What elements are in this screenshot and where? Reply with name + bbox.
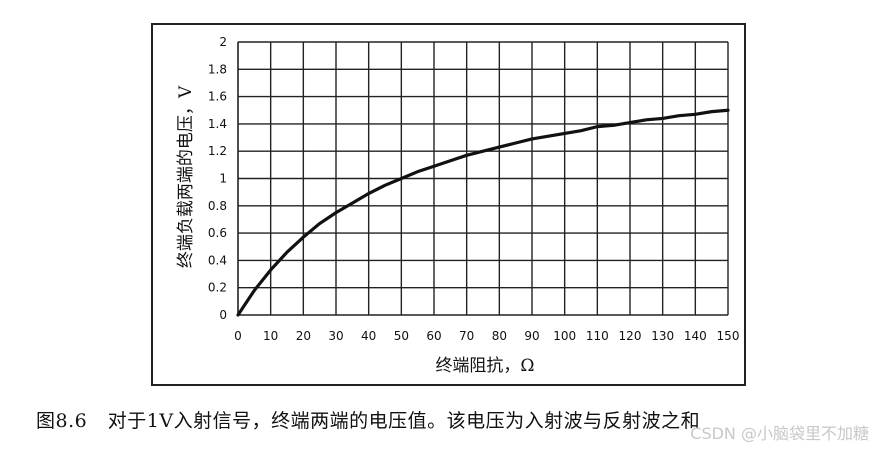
- x-tick-label: 80: [492, 329, 507, 343]
- x-tick-label: 100: [553, 329, 576, 343]
- grid: [237, 41, 729, 316]
- y-tick-label: 0.4: [208, 253, 227, 267]
- x-tick-label: 0: [234, 329, 242, 343]
- x-tick-label: 50: [394, 329, 409, 343]
- x-tick-label: 40: [361, 329, 376, 343]
- x-tick-label: 20: [296, 329, 311, 343]
- x-tick-label: 150: [717, 329, 740, 343]
- x-tick-label: 140: [684, 329, 707, 343]
- chart-frame: [151, 23, 746, 386]
- figure-caption: 图8.6 对于1V入射信号，终端两端的电压值。该电压为入射波与反射波之和: [36, 406, 700, 433]
- y-tick-label: 1.8: [208, 62, 227, 76]
- x-tick-label: 110: [586, 329, 609, 343]
- y-tick-label: 1.4: [208, 117, 227, 131]
- y-tick-labels: 0 0.2 0.4 0.6 0.8 1 1.2 1.4 1.6 1.8 2: [208, 35, 227, 322]
- y-tick-label: 1.2: [208, 144, 227, 158]
- y-tick-label: 2: [219, 35, 227, 49]
- x-tick-label: 130: [651, 329, 674, 343]
- voltage-chart: 0 10 20 30 40 50 60 70 80 90 100 110 120 130 140 150 00…: [176, 35, 739, 376]
- series-line: [236, 108, 730, 317]
- x-tick-label: 60: [426, 329, 441, 343]
- x-tick-label: 70: [459, 329, 474, 343]
- x-tick-label: 30: [328, 329, 343, 343]
- y-tick-label: 0.2: [208, 281, 227, 295]
- y-tick-label: 0: [219, 308, 227, 322]
- y-tick-label: 1.6: [208, 90, 227, 104]
- y-axis-label: 终端负载两端的电压，V: [176, 85, 196, 268]
- watermark: CSDN @小脑袋里不加糖: [690, 424, 869, 443]
- series-group: [236, 108, 730, 317]
- y-tick-label: 1: [219, 172, 227, 186]
- x-tick-label: 90: [524, 329, 539, 343]
- y-tick-label: 0.6: [208, 226, 227, 240]
- x-tick-labels: 0 10 20 30 40 50 60 70 80 90 100 110 120 130 140 150: [234, 329, 739, 343]
- figure-number: 图8.6: [36, 410, 88, 432]
- x-axis-label: 终端阻抗，Ω: [435, 356, 534, 376]
- x-tick-label: 120: [619, 329, 642, 343]
- x-tick-label: 10: [263, 329, 278, 343]
- caption-text: 对于1V入射信号，终端两端的电压值。该电压为入射波与反射波之和: [107, 410, 701, 432]
- y-tick-label: 0.8: [208, 199, 227, 213]
